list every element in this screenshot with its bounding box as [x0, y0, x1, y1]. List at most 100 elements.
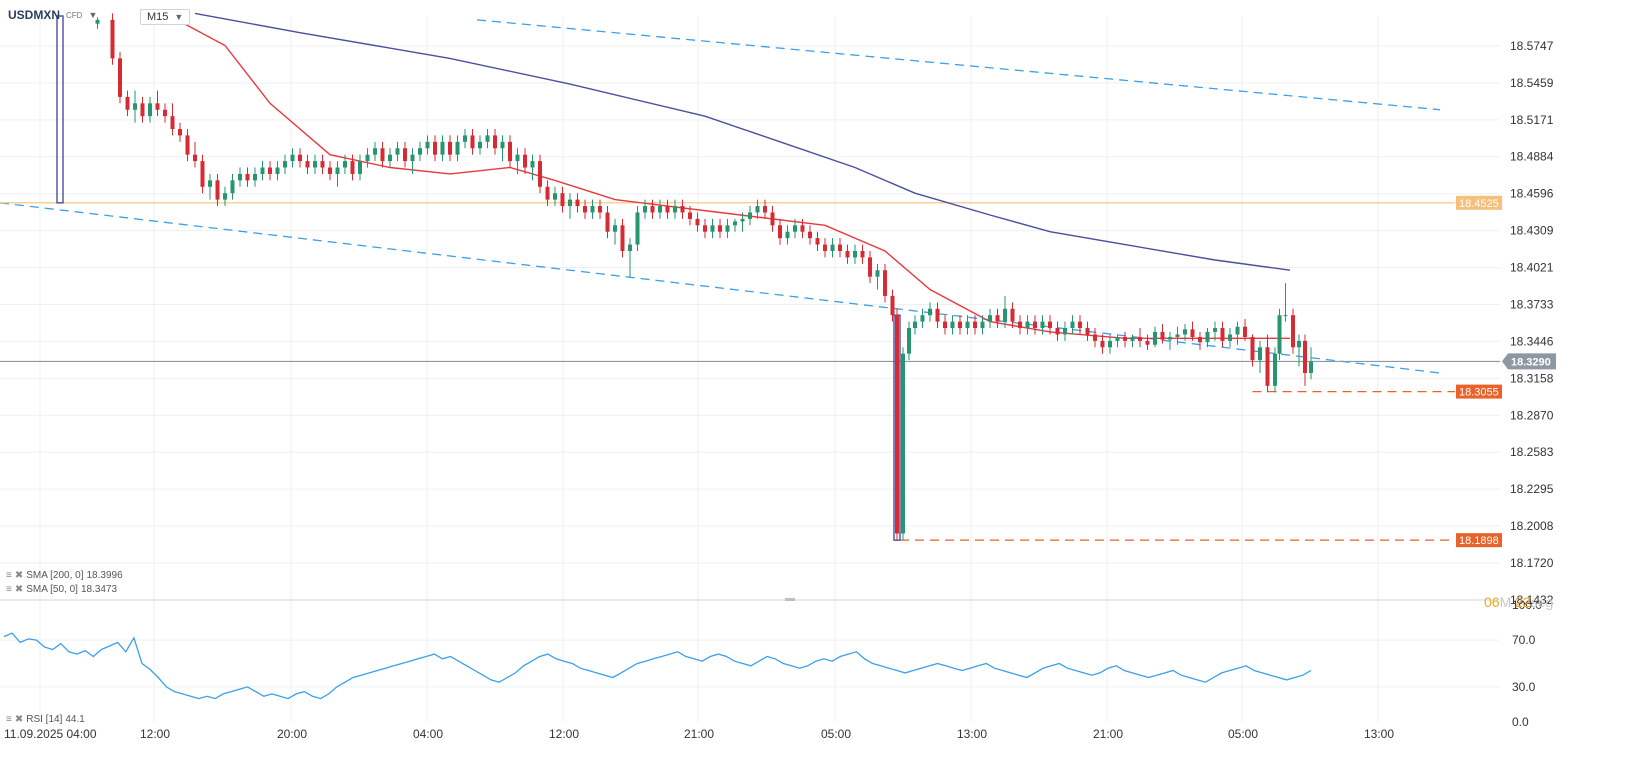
candle-body [895, 315, 899, 534]
candle [1250, 334, 1255, 367]
grid [0, 16, 1500, 722]
y-tick-label: 18.4021 [1510, 261, 1554, 275]
countdown-minutes: 06 [1484, 594, 1500, 610]
candle-body [350, 161, 355, 174]
candle-body [380, 148, 385, 162]
candle-body [298, 154, 302, 162]
candle [1033, 315, 1037, 335]
rsi-line [3, 632, 1312, 700]
x-tick-label: 21:00 [1093, 727, 1123, 741]
candle [1048, 315, 1052, 335]
candle-body [1093, 334, 1097, 341]
candle [1183, 324, 1187, 341]
candle-body [523, 154, 527, 168]
candle-body [785, 231, 790, 239]
candle [553, 186, 557, 207]
candle-body [995, 315, 1000, 322]
candle [808, 225, 812, 245]
channel-line [476, 19, 1441, 111]
timeframe-selector[interactable]: M15 ▼ [140, 9, 191, 25]
candle [545, 180, 550, 207]
candle [1283, 283, 1288, 322]
y-tick-label: 18.4884 [1510, 150, 1554, 164]
x-tick-label: 05:00 [821, 727, 851, 741]
candle [440, 135, 445, 162]
candle [643, 199, 647, 219]
symbol-dropdown-icon[interactable]: ▼ [88, 10, 98, 20]
candle [208, 173, 212, 200]
candle [748, 206, 752, 226]
candle [740, 212, 745, 232]
candle [275, 161, 280, 181]
candle-body [403, 148, 407, 162]
candle [785, 225, 790, 245]
candle-body [778, 225, 782, 239]
candle [155, 90, 160, 117]
rsi-label: RSI [14] [26, 714, 63, 725]
candle [1115, 334, 1120, 348]
candle-body [830, 244, 835, 251]
candle-body [170, 116, 175, 129]
candle-body [628, 244, 632, 251]
x-tick-label: 20:00 [277, 727, 307, 741]
x-tick-label: 13:00 [1364, 727, 1394, 741]
candle-body [763, 206, 767, 213]
candle [928, 302, 932, 322]
candle-body [1100, 340, 1105, 348]
close-icon[interactable]: ✖ [14, 714, 24, 725]
candle [1100, 334, 1105, 354]
candle-body [1130, 337, 1135, 341]
candle-body [770, 212, 775, 226]
y-tick-label: 18.5459 [1510, 76, 1554, 90]
candle [935, 302, 940, 329]
candle-body [455, 141, 460, 155]
candle-body [913, 321, 917, 329]
candle-body [718, 225, 722, 232]
candle-body [1250, 337, 1255, 361]
panel-resize-handle[interactable] [785, 598, 795, 601]
candle [560, 186, 565, 213]
candle [860, 244, 865, 264]
candle-body [1153, 331, 1157, 345]
candle-body [860, 250, 865, 258]
price-tag-bg [1502, 353, 1556, 370]
low_line-price-tag: 18.3055 [1456, 384, 1502, 399]
candle [673, 199, 677, 219]
candle [703, 218, 707, 239]
candle [965, 315, 970, 335]
candle-body [823, 244, 827, 251]
candle-body [358, 161, 362, 174]
x-tick-label: 21:00 [684, 727, 714, 741]
candle-body [560, 193, 565, 207]
symbol-label[interactable]: USDMXN [8, 8, 61, 22]
candle-body [800, 225, 805, 232]
candle [583, 199, 587, 219]
candle-body [890, 295, 895, 316]
candle-body [1018, 321, 1022, 329]
candle [1277, 308, 1282, 361]
candle-body [695, 218, 700, 226]
candle [628, 238, 632, 277]
candle [185, 128, 190, 162]
candle-body [928, 308, 932, 316]
candle [1078, 315, 1082, 335]
candle [575, 193, 580, 213]
candle [815, 231, 820, 251]
close-icon[interactable]: ✖ [14, 570, 24, 581]
candle [343, 154, 347, 174]
x-tick-label: 04:00 [413, 727, 443, 741]
candle [770, 206, 775, 232]
candle-body [148, 103, 152, 117]
candle-body [1145, 340, 1150, 345]
settings-icon[interactable]: ≡ [6, 714, 12, 725]
candle-body [703, 225, 707, 232]
candle [605, 206, 610, 239]
candle-body [110, 19, 115, 59]
candle [148, 96, 152, 123]
candle-body [118, 58, 122, 97]
settings-icon[interactable]: ≡ [6, 584, 12, 595]
settings-icon[interactable]: ≡ [6, 570, 12, 581]
close-icon[interactable]: ✖ [14, 584, 24, 595]
